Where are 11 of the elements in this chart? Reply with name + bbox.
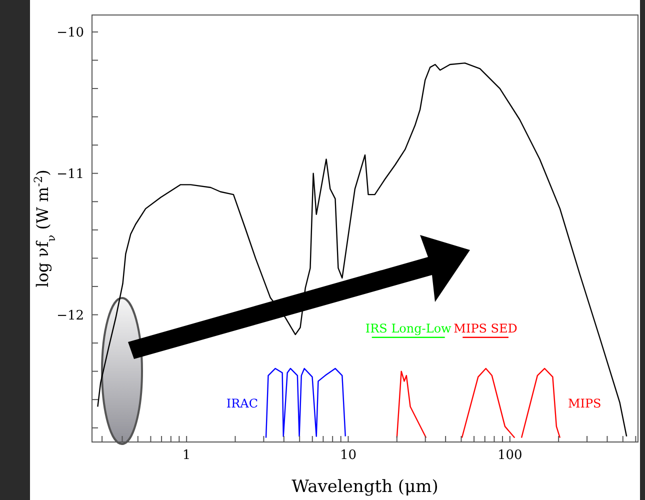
- series-label: IRS Long-Low: [365, 321, 452, 336]
- y-tick-label: −12: [56, 308, 84, 324]
- x-tick-label: 1: [182, 448, 191, 464]
- x-axis-title: Wavelength (μm): [292, 477, 438, 497]
- series-label: MIPS: [568, 396, 602, 410]
- y-tick-label: −10: [56, 26, 84, 41]
- x-tick-label: 10: [340, 448, 357, 464]
- y-tick-label: −11: [56, 166, 84, 182]
- series-label: IRAC: [226, 396, 258, 410]
- x-tick-label: 100: [497, 448, 522, 464]
- series-label: MIPS SED: [454, 321, 518, 336]
